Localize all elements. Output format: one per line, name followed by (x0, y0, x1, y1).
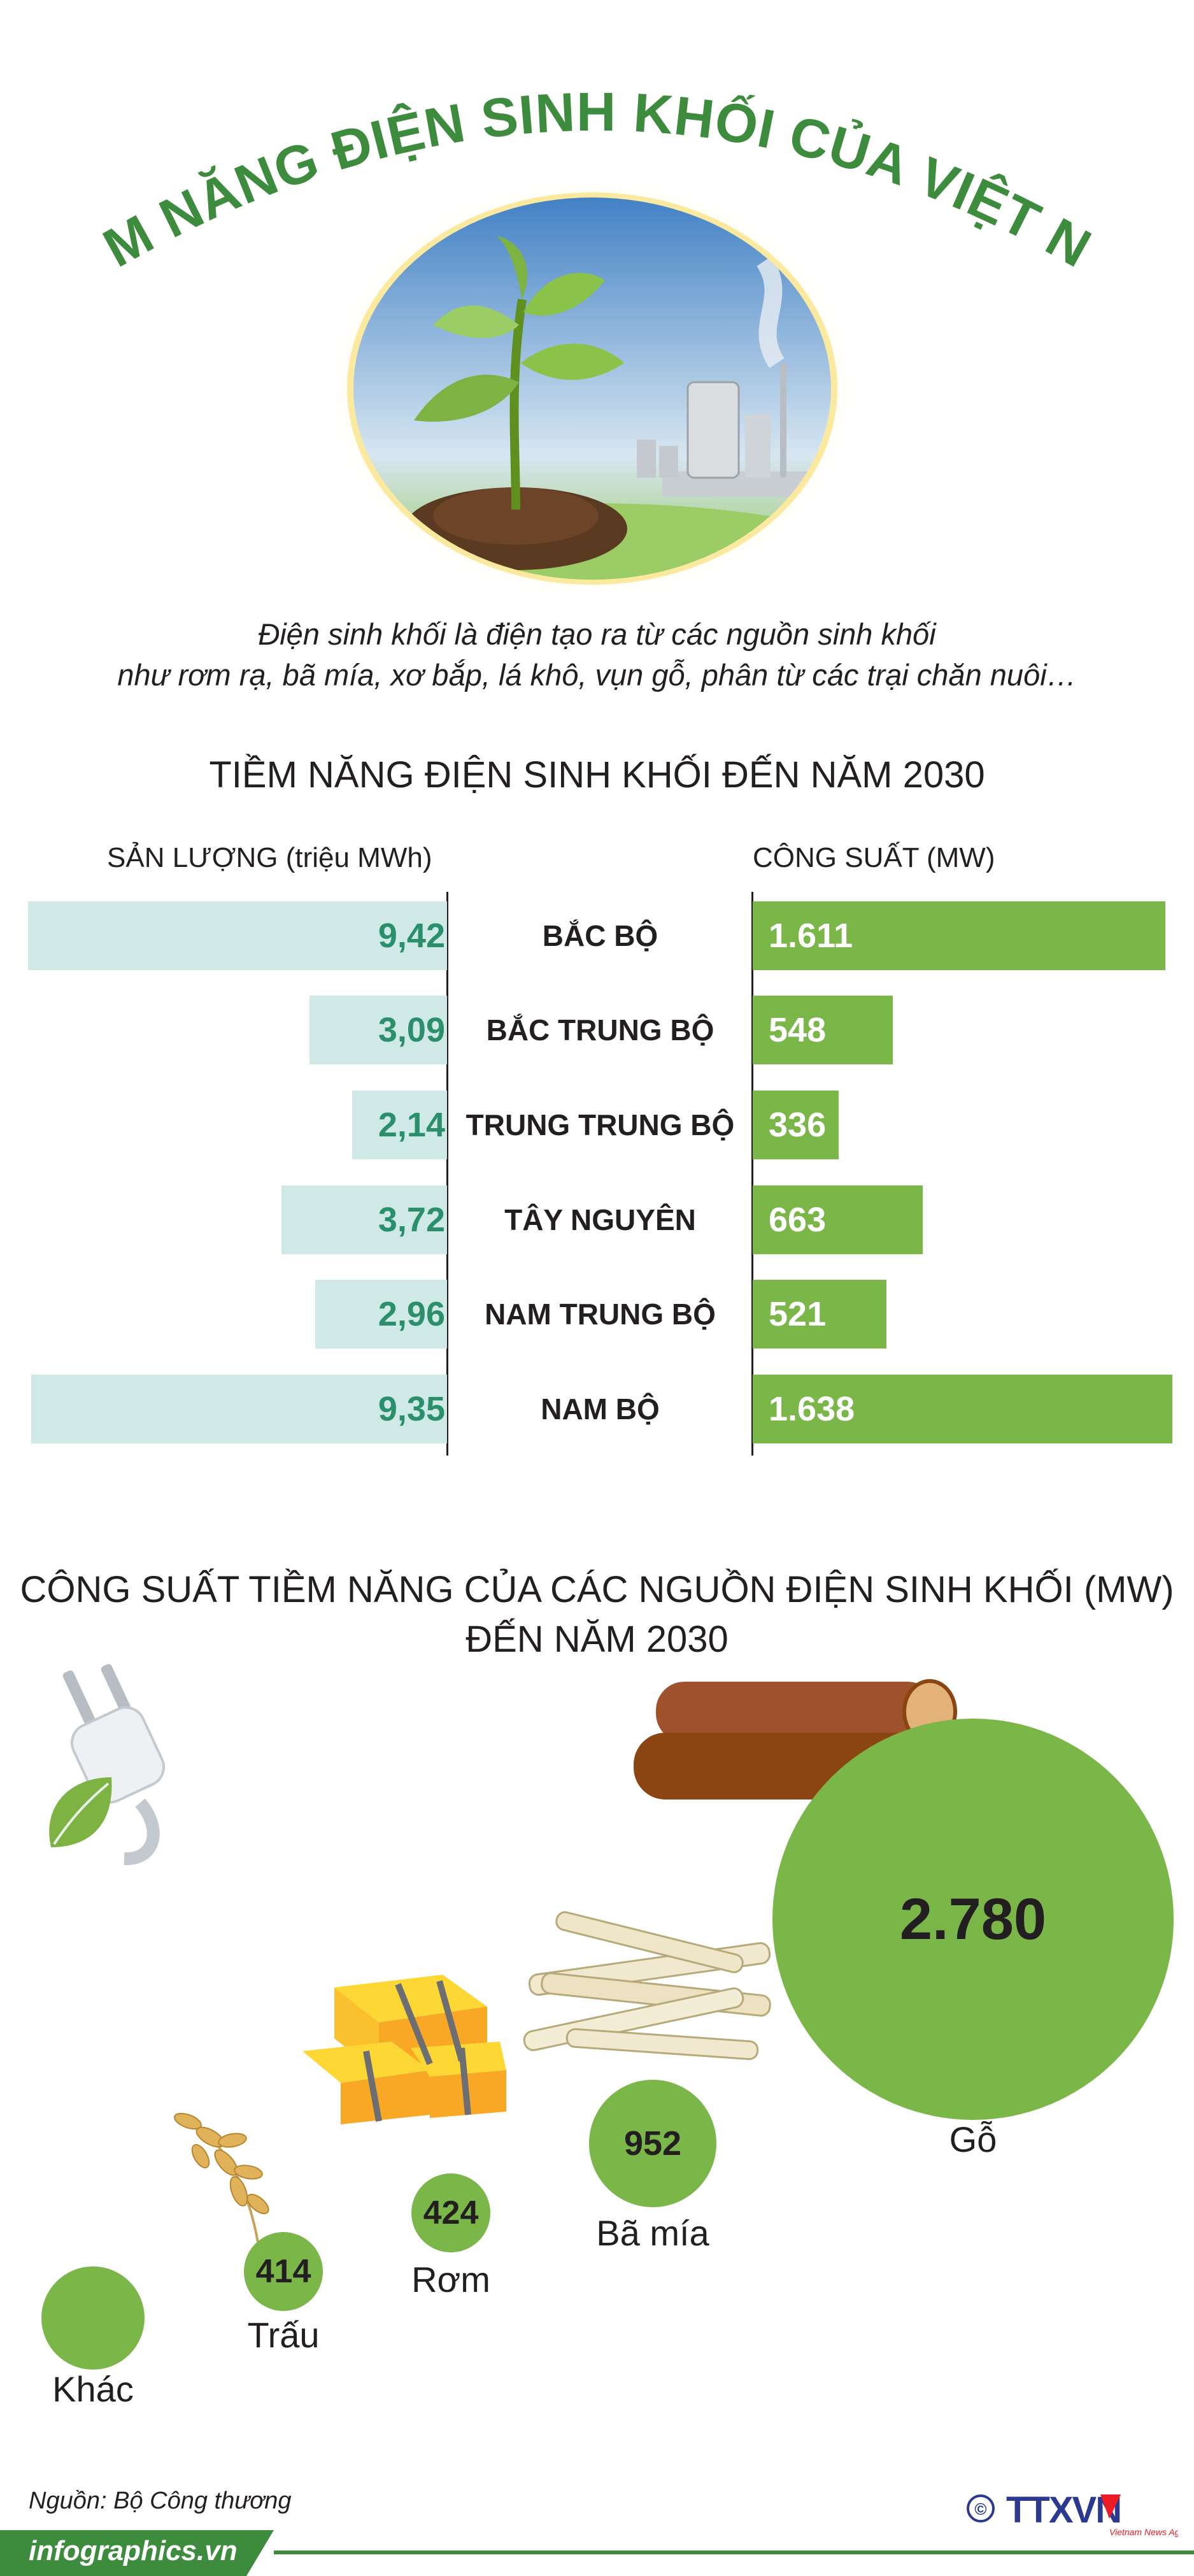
bubble-wood-value: 2.780 (899, 1886, 1047, 1952)
capacity-bar (753, 996, 893, 1064)
production-value: 3,09 (378, 1011, 445, 1049)
production-bar (309, 996, 447, 1064)
capacity-value: 663 (769, 1201, 827, 1239)
bubble-other-label: Khác (52, 2369, 134, 2409)
production-bar (281, 1185, 447, 1254)
capacity-bar (753, 1185, 923, 1254)
bubble-bagasse-value: 952 (623, 2124, 682, 2163)
region-label: NAM BỘ (541, 1392, 660, 1426)
bubble-wood: 2.780 (772, 1719, 1174, 2120)
bubble-straw-value: 424 (423, 2194, 479, 2231)
region-label: NAM TRUNG BỘ (485, 1298, 716, 1331)
region-label: BẮC BỘ (542, 919, 658, 952)
capacity-bar (753, 1375, 1172, 1443)
footer-site: infographics.vn (29, 2535, 238, 2566)
production-value: 2,14 (378, 1106, 445, 1144)
plug-leaf-icon (49, 1664, 165, 1865)
capacity-value: 336 (769, 1106, 827, 1144)
production-bar (352, 1091, 447, 1159)
region-label: BẮC TRUNG BỘ (486, 1013, 714, 1047)
bubble-husk-value: 414 (255, 2253, 311, 2290)
bubble-other (41, 2266, 145, 2370)
bubble-wood-label: Gỗ (949, 2119, 997, 2159)
bubble-husk-label: Trấu (247, 2315, 320, 2355)
intro-line-2: như rơm rạ, bã mía, xơ bắp, lá khô, vụn … (117, 658, 1077, 692)
table-row: 9,35 NAM BỘ 1.638 (0, 1375, 1194, 1443)
capacity-bar (753, 1091, 839, 1159)
region-label: TÂY NGUYÊN (504, 1203, 696, 1236)
footer-banner (0, 2530, 274, 2576)
bubble-bagasse-label: Bã mía (596, 2213, 709, 2253)
logo-subtitle: Vietnam News Agency (1109, 2527, 1178, 2537)
capacity-value: 548 (769, 1011, 827, 1049)
capacity-bar (753, 1280, 886, 1349)
footer-line (274, 2551, 1194, 2554)
production-value: 3,72 (378, 1201, 445, 1239)
table-row: 2,96 NAM TRUNG BỘ 521 (0, 1280, 1194, 1349)
capacity-value: 1.638 (769, 1390, 855, 1428)
table-row: 3,72 TÂY NGUYÊN 663 (0, 1185, 1194, 1254)
copyright-symbol: © (974, 2500, 986, 2519)
production-value: 9,35 (378, 1390, 445, 1428)
plant-icon (414, 236, 624, 510)
production-value: 2,96 (378, 1295, 445, 1333)
table-row: 2,14 TRUNG TRUNG BỘ 336 (0, 1091, 1194, 1159)
rice-grains-icon (174, 2112, 269, 2243)
hero-illustration (325, 175, 860, 602)
production-bar (31, 1375, 447, 1443)
bubble-husk: 414 (244, 2232, 323, 2311)
section-title-1: TIỀM NĂNG ĐIỆN SINH KHỐI ĐẾN NĂM 2030 (209, 754, 985, 796)
source-note: Nguồn: Bộ Công thương (29, 2487, 292, 2514)
table-row: 3,09 BẮC TRUNG BỘ 548 (0, 996, 1194, 1064)
left-column-header: SẢN LƯỢNG (triệu MWh) (107, 842, 432, 873)
bubble-straw-label: Rơm (411, 2259, 490, 2300)
capacity-value: 521 (769, 1295, 827, 1333)
production-value: 9,42 (378, 917, 445, 955)
bubble-straw: 424 (411, 2173, 490, 2252)
production-bar (315, 1280, 447, 1349)
right-column-header: CÔNG SUẤT (MW) (753, 842, 995, 873)
section-title-2-line-2: ĐẾN NĂM 2030 (466, 1619, 728, 1660)
left-divider (446, 892, 448, 1456)
capacity-bar (753, 901, 1166, 970)
straw-bales-icon (302, 1975, 506, 2124)
sugarcane-icon (523, 1911, 771, 2061)
intro-line-1: Điện sinh khối là điện tạo ra từ các ngu… (258, 617, 936, 651)
table-row: 9,42 BẮC BỘ 1.611 (0, 901, 1194, 970)
section-title-2-line-1: CÔNG SUẤT TIỀM NĂNG CỦA CÁC NGUỒN ĐIỆN S… (20, 1569, 1174, 1610)
capacity-value: 1.611 (769, 917, 853, 955)
region-label: TRUNG TRUNG BỘ (466, 1108, 735, 1141)
production-bar (28, 901, 447, 970)
bubble-bagasse: 952 (589, 2080, 716, 2207)
right-divider (751, 892, 753, 1456)
ttxvn-logo: © TTXVN Vietnam News Agency (967, 2489, 1178, 2537)
